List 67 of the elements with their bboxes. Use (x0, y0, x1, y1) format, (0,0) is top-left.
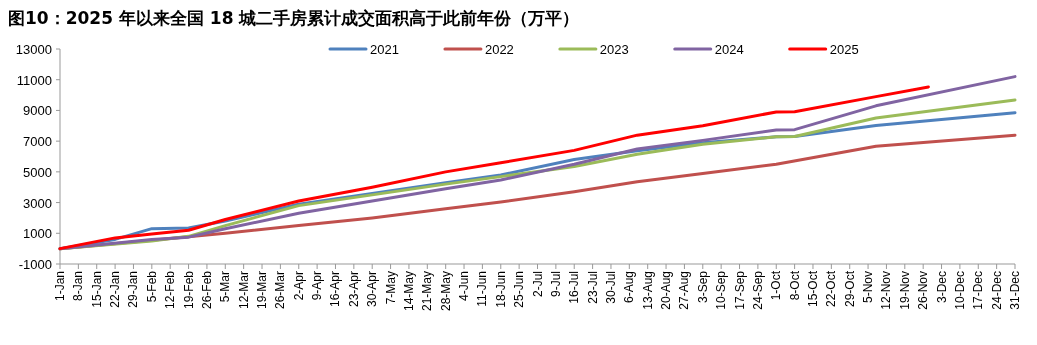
x-tick-label: 7-May (383, 271, 398, 305)
x-tick-label: 5-Nov (861, 271, 876, 304)
y-tick-label: -1000 (18, 257, 52, 272)
x-tick-label: 2-Apr (291, 271, 306, 301)
x-tick-label: 3-Dec (934, 271, 949, 304)
legend-label: 2023 (599, 42, 629, 57)
x-tick-label: 3-Sep (695, 270, 710, 304)
y-tick-label: 1000 (23, 226, 52, 242)
x-tick-label: 11-Jun (475, 271, 490, 307)
x-tick-label: 1-Jan (53, 271, 67, 302)
x-tick-label: 13-Aug (640, 271, 655, 310)
legend-label: 2021 (370, 42, 399, 57)
x-tick-label: 23-Jul (585, 271, 600, 304)
x-tick-label: 29-Jan (126, 271, 141, 308)
x-tick-label: 22-Jan (108, 271, 123, 308)
x-tick-label: 28-May (438, 271, 453, 312)
x-tick-label: 12-Mar (236, 271, 251, 310)
x-tick-label: 31-Dec (1008, 271, 1022, 310)
x-tick-label: 16-Jul (567, 271, 582, 304)
x-tick-label: 2-Jul (530, 271, 545, 298)
legend-label: 2022 (484, 42, 514, 57)
y-tick-label: 7000 (23, 134, 52, 150)
x-tick-label: 10-Dec (952, 271, 967, 310)
x-tick-label: 18-Jun (493, 271, 508, 308)
x-tick-label: 29-Oct (842, 270, 857, 308)
legend-label: 2025 (829, 42, 859, 57)
x-tick-label: 17-Dec (971, 271, 986, 310)
x-tick-label: 24-Dec (989, 271, 1004, 310)
x-tick-label: 12-Feb (163, 270, 178, 310)
x-tick-label: 24-Sep (750, 270, 765, 310)
x-tick-label: 15-Oct (805, 270, 820, 308)
x-tick-label: 19-Mar (255, 271, 270, 310)
x-tick-label: 20-Aug (659, 271, 674, 310)
y-tick-label: 9000 (23, 103, 52, 119)
x-tick-label: 10-Sep (714, 270, 729, 310)
x-tick-label: 6-Aug (622, 271, 637, 304)
x-tick-label: 5-Mar (218, 271, 233, 303)
y-tick-label: 13000 (15, 42, 52, 57)
x-tick-label: 16-Apr (328, 271, 343, 308)
x-tick-label: 25-Jun (512, 271, 527, 308)
x-tick-label: 23-Apr (346, 271, 361, 308)
y-tick-label: 3000 (23, 195, 52, 211)
x-tick-label: 30-Jul (603, 271, 618, 304)
x-tick-label: 19-Nov (897, 271, 912, 310)
x-tick-label: 30-Apr (365, 271, 380, 308)
x-tick-label: 4-Jun (457, 271, 472, 302)
x-tick-label: 1-Oct (769, 270, 784, 301)
x-tick-label: 17-Sep (732, 270, 747, 310)
x-tick-label: 27-Aug (677, 271, 692, 310)
x-tick-label: 8-Jan (71, 271, 86, 302)
x-tick-label: 21-May (420, 271, 435, 312)
y-tick-label: 11000 (16, 72, 52, 88)
x-tick-label: 26-Nov (916, 271, 931, 310)
x-tick-label: 12-Nov (879, 271, 894, 310)
x-tick-label: 22-Oct (824, 270, 839, 308)
x-tick-label: 9-Apr (310, 271, 325, 301)
x-tick-label: 15-Jan (89, 271, 104, 308)
x-tick-label: 19-Feb (181, 270, 196, 310)
y-tick-label: 5000 (23, 164, 52, 180)
x-tick-label: 14-May (401, 271, 416, 312)
x-tick-label: 8-Oct (787, 270, 802, 301)
legend-label: 2024 (714, 42, 744, 57)
chart-title: 图10：2025 年以来全国 18 城二手房累计成交面积高于此前年份（万平） (8, 8, 580, 28)
x-tick-label: 26-Mar (273, 271, 288, 310)
x-tick-label: 9-Jul (548, 271, 563, 298)
x-tick-label: 5-Feb (144, 270, 159, 303)
x-tick-label: 26-Feb (199, 270, 214, 310)
